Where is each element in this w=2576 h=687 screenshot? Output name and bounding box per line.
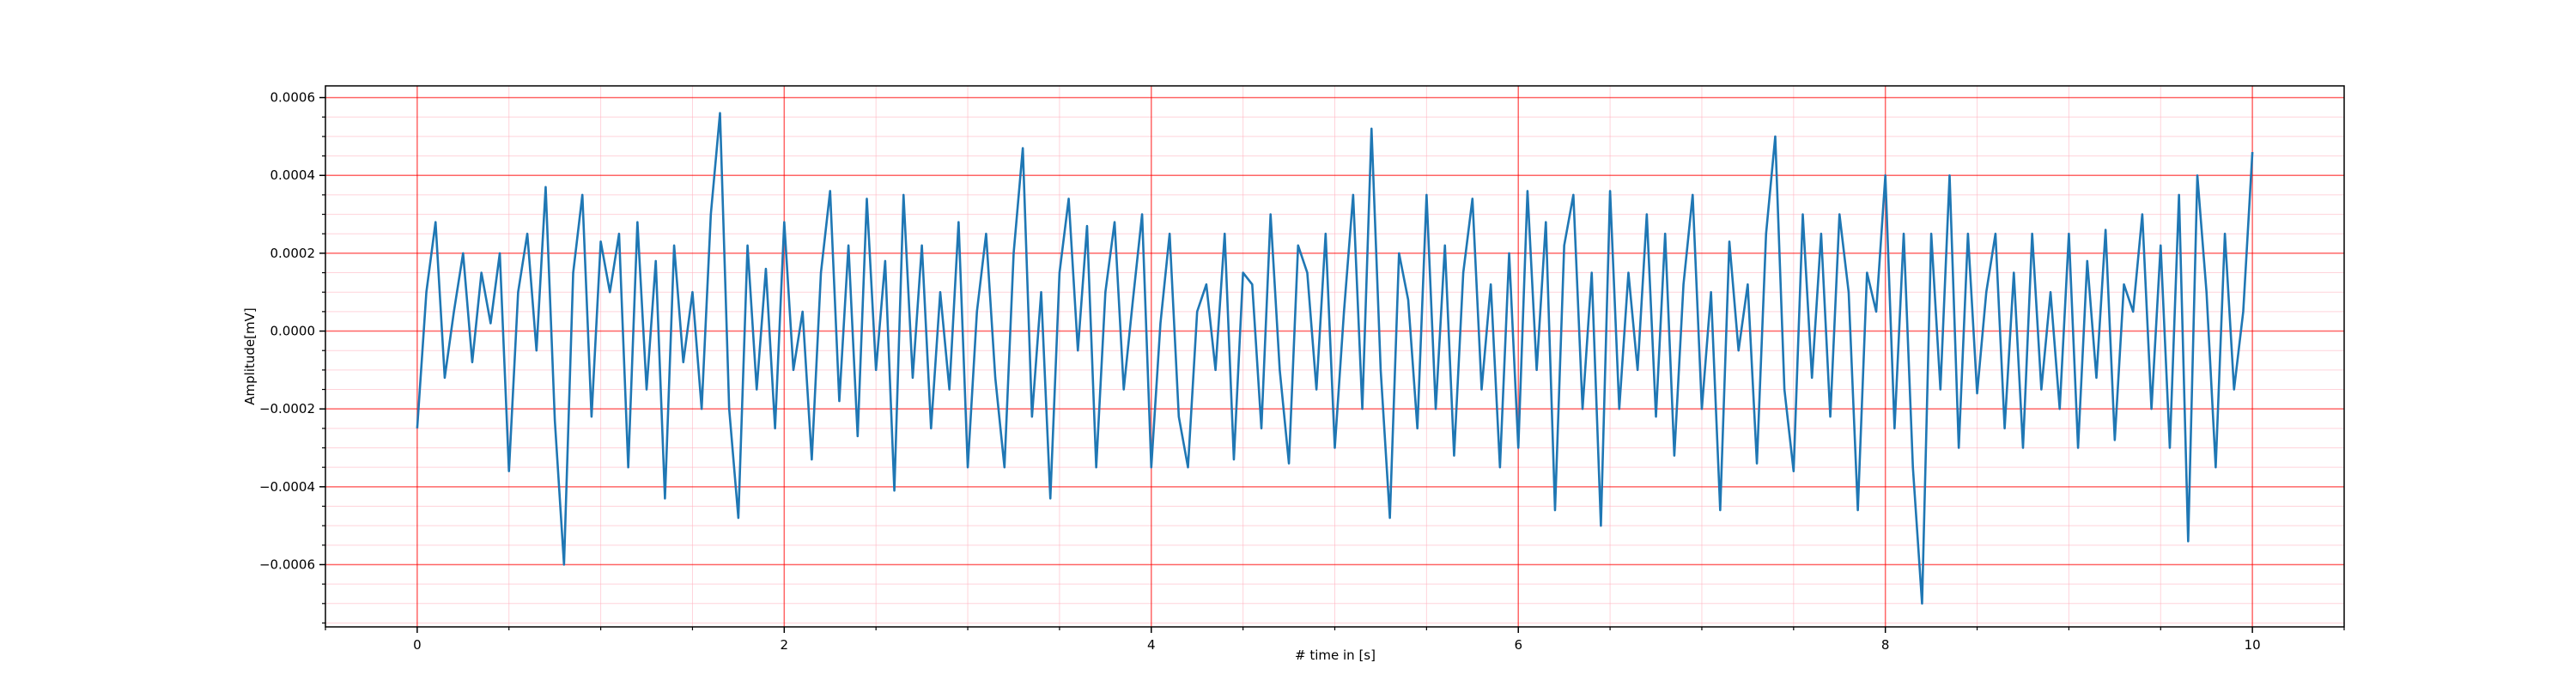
y-tick-label: 0.0000 (270, 324, 316, 339)
y-tick-label: −0.0004 (259, 479, 315, 495)
x-tick-label: 4 (1147, 637, 1156, 653)
y-tick-label: 0.0006 (270, 90, 316, 106)
x-tick-label: 10 (2245, 637, 2261, 653)
x-tick-label: 2 (781, 637, 789, 653)
plot-frame (325, 85, 2345, 628)
x-axis-label: # time in [s] (1295, 647, 1376, 663)
x-tick-label: 8 (1881, 637, 1890, 653)
y-tick-label: −0.0002 (259, 401, 315, 416)
x-tick-label: 6 (1514, 637, 1522, 653)
x-tick-label: 0 (413, 637, 422, 653)
y-tick-label: −0.0006 (259, 556, 315, 572)
y-axis-label: Amplitude[mV] (242, 307, 258, 404)
signal-line (416, 112, 2254, 605)
y-tick-label: 0.0002 (270, 246, 316, 261)
y-tick-label: 0.0004 (270, 167, 316, 183)
